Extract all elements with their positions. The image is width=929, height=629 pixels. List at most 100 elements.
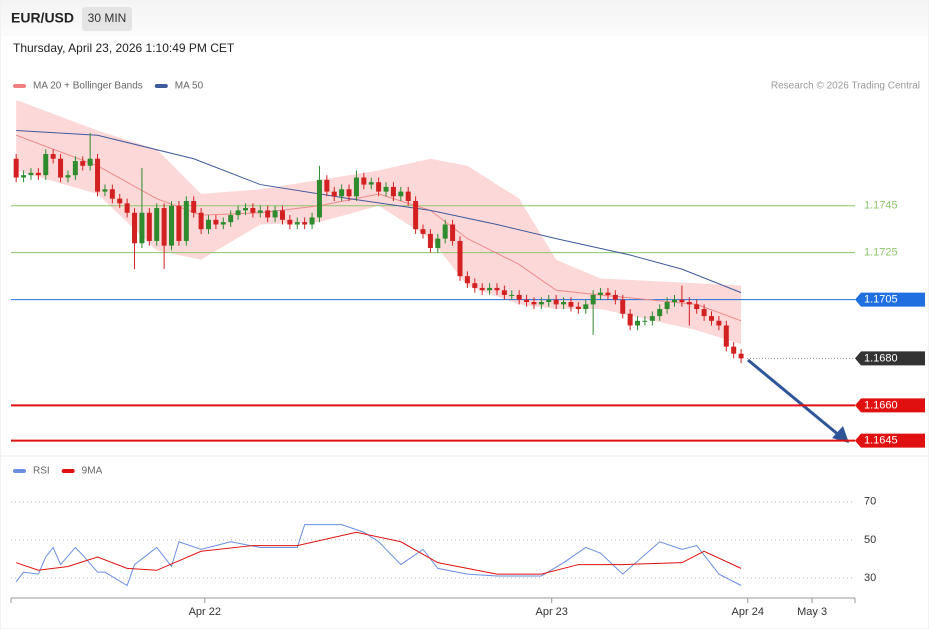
candle-body (65, 175, 71, 178)
candle-body (198, 212, 204, 230)
candle-body (390, 186, 396, 197)
candle-body (139, 212, 145, 244)
candle-body (28, 172, 34, 176)
candle-body (287, 219, 293, 225)
candle-body (664, 302, 670, 310)
candle-body (612, 294, 618, 300)
candle-body (472, 283, 478, 288)
candle-body (546, 299, 552, 303)
candle-body (494, 287, 500, 291)
series-line (16, 531, 742, 575)
legend-label: MA 50 (175, 81, 204, 92)
level-tag (855, 351, 925, 366)
candle-body (642, 320, 648, 322)
candle-body (309, 217, 315, 225)
level-label: 1.1705 (864, 294, 898, 306)
candle-body (383, 186, 389, 192)
candle-body (316, 179, 322, 218)
candle-body (568, 302, 574, 307)
candle-body (457, 240, 463, 277)
candle-body (509, 294, 515, 296)
candle-body (701, 309, 707, 317)
candle-body (487, 287, 493, 291)
legend-swatch (13, 84, 26, 88)
candle-body (124, 203, 130, 213)
candle-body (265, 210, 271, 218)
candle-body (346, 189, 352, 197)
candle-body (250, 208, 256, 213)
level-tag (855, 398, 925, 413)
x-tick-label: May 3 (797, 606, 827, 618)
candle-body (324, 179, 330, 192)
candle-body (331, 191, 337, 197)
candle-body (117, 198, 123, 204)
candle-body (649, 316, 655, 321)
bollinger-band (16, 100, 742, 345)
legend-label: 9MA (82, 466, 103, 477)
candle-body (132, 212, 138, 244)
interval[interactable]: 30 MIN (88, 11, 127, 25)
candle-body (13, 158, 19, 178)
candle-body (420, 229, 426, 234)
candle-body (161, 208, 167, 246)
y-tick-label: 70 (864, 496, 876, 508)
candle-body (516, 294, 522, 300)
candle-body (605, 292, 611, 295)
candle-body (102, 189, 108, 192)
candle-body (87, 158, 93, 166)
candle-body (679, 299, 685, 303)
timestamp: Thursday, April 23, 2026 1:10:49 PM CET (13, 41, 235, 55)
candle-body (95, 158, 101, 192)
candle-body (80, 161, 86, 166)
forecast-arrow (747, 358, 841, 438)
candle-body (738, 353, 744, 359)
candle-body (242, 208, 248, 211)
candle-body (708, 316, 714, 321)
x-tick-label: Apr 22 (189, 606, 221, 618)
candle-body (176, 205, 182, 241)
candle-body (405, 191, 411, 202)
forecast-arrowhead (832, 426, 849, 443)
candle-body (590, 294, 596, 305)
candle-body (553, 299, 559, 305)
copyright: Research © 2026 Trading Central (771, 81, 920, 92)
legend-label: RSI (33, 466, 50, 477)
candle-body (154, 208, 160, 241)
candle-body (442, 224, 448, 239)
candle-body (206, 219, 212, 230)
ma50-line (16, 130, 742, 294)
y-tick-label: 30 (864, 572, 876, 584)
candle-body (272, 210, 278, 218)
symbol: EUR/USD (11, 10, 74, 26)
candle-body (50, 154, 56, 159)
candle-body (620, 299, 626, 314)
candle-body (183, 201, 189, 241)
candle-body (524, 299, 530, 303)
level-tag (855, 433, 925, 448)
legend-swatch (61, 469, 75, 473)
candle-body (353, 177, 359, 197)
candle-body (561, 302, 567, 305)
candle-body (686, 302, 692, 305)
level-tag (855, 292, 925, 307)
candle-body (427, 233, 433, 248)
candle-body (450, 224, 456, 241)
candle-body (302, 222, 308, 225)
candle-body (43, 154, 49, 176)
x-tick-label: Apr 24 (732, 606, 764, 618)
candle-body (479, 287, 485, 291)
candle-body (672, 299, 678, 303)
interval-badge[interactable] (82, 7, 132, 31)
candle-body (109, 189, 115, 199)
candle-body (531, 302, 537, 305)
candle-body (583, 304, 589, 310)
legend-label: MA 20 + Bollinger Bands (33, 81, 143, 92)
level-label: 1.1745 (864, 200, 898, 212)
candle-body (220, 222, 226, 225)
series-line (15, 524, 742, 587)
candle-body (731, 346, 737, 354)
level-label: 1.1645 (864, 435, 898, 447)
candle-body (501, 290, 507, 295)
